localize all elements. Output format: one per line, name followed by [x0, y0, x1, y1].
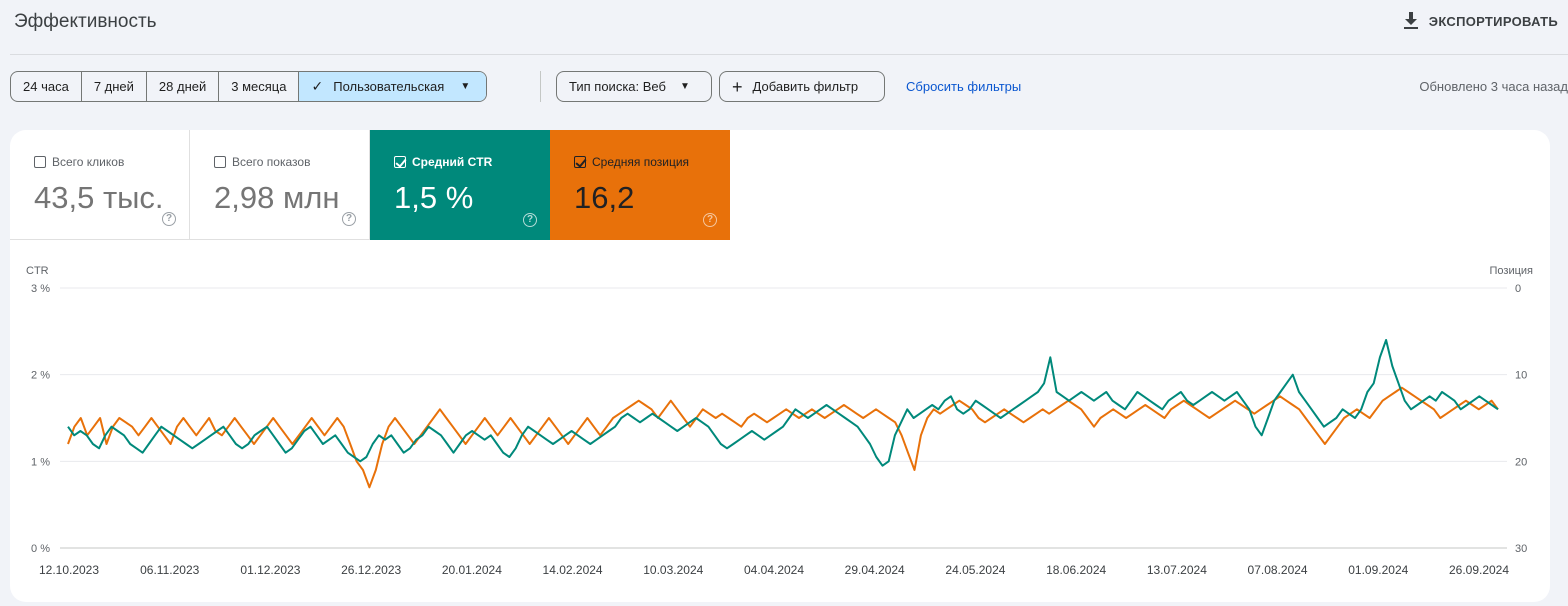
- x-tick-label: 01.09.2024: [1348, 563, 1408, 577]
- date-range-group: 24 часа 7 дней 28 дней 3 месяца ✓ Пользо…: [10, 71, 488, 102]
- x-tick-label: 14.02.2024: [543, 563, 603, 577]
- x-tick-label: 04.04.2024: [744, 563, 804, 577]
- checkbox-icon[interactable]: [214, 156, 226, 168]
- range-28d-button[interactable]: 28 дней: [147, 72, 220, 101]
- x-tick-label: 10.03.2024: [643, 563, 703, 577]
- add-filter-label: Добавить фильтр: [752, 79, 859, 94]
- x-tick-label: 26.12.2023: [341, 563, 401, 577]
- metric-header: Всего кликов: [34, 155, 124, 169]
- export-button[interactable]: ЭКСПОРТИРОВАТЬ: [1403, 12, 1558, 30]
- checkbox-icon[interactable]: [34, 156, 46, 168]
- metric-average-position[interactable]: Средняя позиция 16,2 ?: [550, 130, 730, 240]
- help-icon[interactable]: ?: [703, 213, 717, 227]
- metric-header: Средняя позиция: [574, 155, 689, 169]
- left-tick-label: 1 %: [31, 456, 50, 468]
- metric-value: 1,5 %: [394, 180, 474, 215]
- x-tick-label: 29.04.2024: [845, 563, 905, 577]
- left-tick-label: 2 %: [31, 370, 50, 382]
- metric-label: Средняя позиция: [592, 155, 690, 169]
- metric-label: Средний CTR: [412, 155, 493, 169]
- x-tick-label: 18.06.2024: [1046, 563, 1106, 577]
- toolbar: 24 часа 7 дней 28 дней 3 месяца ✓ Пользо…: [10, 71, 1568, 102]
- metric-tiles: Всего кликов 43,5 тыс. ? Всего показов 2…: [10, 130, 730, 240]
- page-title: Эффективность: [14, 11, 157, 32]
- right-tick-label: 0: [1515, 283, 1521, 295]
- series-line-ctr: [67, 339, 1499, 467]
- metric-total-impressions[interactable]: Всего показов 2,98 млн ?: [190, 130, 370, 240]
- x-tick-label: 13.07.2024: [1147, 563, 1207, 577]
- reset-filters-link[interactable]: Сбросить фильтры: [906, 79, 1022, 94]
- right-tick-label: 10: [1515, 370, 1527, 382]
- checkbox-checked-icon[interactable]: [394, 156, 406, 168]
- x-tick-label: 06.11.2023: [140, 563, 199, 577]
- x-tick-label: 24.05.2024: [945, 563, 1005, 577]
- toolbar-divider: [540, 71, 541, 102]
- x-tick-label: 01.12.2023: [240, 563, 300, 577]
- metric-value: 16,2: [574, 180, 635, 215]
- header: Эффективность ЭКСПОРТИРОВАТЬ: [0, 0, 1568, 55]
- metric-value: 2,98 млн: [214, 180, 340, 215]
- right-tick-label: 30: [1515, 543, 1527, 555]
- help-icon[interactable]: ?: [162, 212, 176, 226]
- caret-down-icon: ▼: [679, 81, 690, 92]
- search-type-dropdown[interactable]: Тип поиска: Веб ▼: [556, 71, 712, 102]
- x-tick-label: 07.08.2024: [1248, 563, 1308, 577]
- metric-average-ctr[interactable]: Средний CTR 1,5 % ?: [370, 130, 550, 240]
- left-axis-title: CTR: [26, 265, 49, 277]
- x-tick-label: 12.10.2023: [39, 563, 99, 577]
- range-3m-button[interactable]: 3 месяца: [219, 72, 300, 101]
- performance-card: CTR Позиция 3 % 0 2 % 10 1 % 20 0 % 30 12.10.2023 0…: [10, 130, 1550, 602]
- metric-label: Всего кликов: [52, 155, 125, 169]
- range-custom-button[interactable]: ✓ Пользовательская ▼: [299, 72, 487, 101]
- range-label: 7 дней: [93, 79, 134, 94]
- download-icon: [1403, 12, 1418, 29]
- checkbox-checked-icon[interactable]: [574, 156, 586, 168]
- updated-status: Обновлено 3 часа назад: [1419, 79, 1568, 94]
- range-label: 3 месяца: [231, 79, 287, 94]
- range-label: 28 дней: [158, 79, 207, 94]
- range-label: 24 часа: [23, 79, 69, 94]
- performance-chart: CTR Позиция 3 % 0 2 % 10 1 % 20 0 % 30 12.10.2023 0…: [26, 265, 1534, 577]
- metric-label: Всего показов: [232, 155, 311, 169]
- plus-icon: +: [732, 76, 743, 97]
- search-type-label: Тип поиска: Веб: [569, 79, 666, 94]
- caret-down-icon: ▼: [460, 81, 471, 92]
- range-7d-button[interactable]: 7 дней: [82, 72, 147, 101]
- right-axis-title: Позиция: [1490, 265, 1534, 277]
- metric-value: 43,5 тыс.: [34, 180, 164, 215]
- range-24h-button[interactable]: 24 часа: [11, 72, 82, 101]
- add-filter-button[interactable]: + Добавить фильтр: [719, 71, 885, 102]
- x-tick-label: 20.01.2024: [442, 563, 502, 577]
- left-tick-label: 0 %: [31, 543, 50, 555]
- check-icon: ✓: [311, 78, 324, 94]
- help-icon[interactable]: ?: [342, 212, 356, 226]
- metric-header: Средний CTR: [394, 155, 492, 169]
- metric-header: Всего показов: [214, 155, 310, 169]
- export-label: ЭКСПОРТИРОВАТЬ: [1428, 13, 1558, 29]
- range-label: Пользовательская: [333, 79, 445, 94]
- left-tick-label: 3 %: [31, 283, 50, 295]
- metric-total-clicks[interactable]: Всего кликов 43,5 тыс. ?: [10, 130, 190, 240]
- x-tick-label: 26.09.2024: [1449, 563, 1509, 577]
- right-tick-label: 20: [1515, 456, 1527, 468]
- header-divider: [10, 54, 1568, 55]
- help-icon[interactable]: ?: [523, 213, 537, 227]
- series-line-position: [67, 386, 1499, 489]
